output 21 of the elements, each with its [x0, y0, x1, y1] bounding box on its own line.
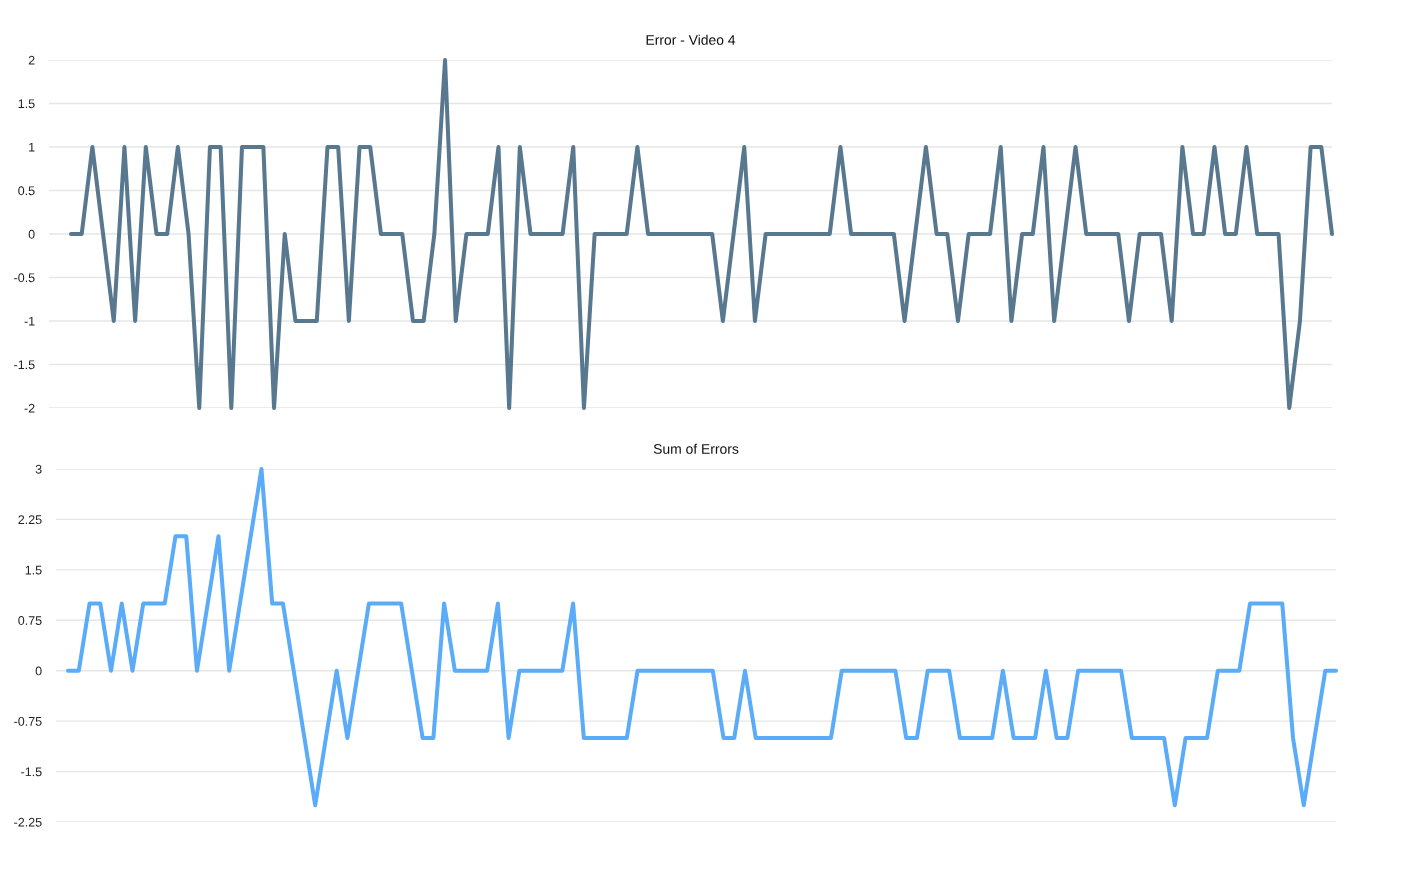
y-tick-label: -0.5 — [14, 273, 35, 283]
y-tick-label: 2 — [28, 55, 35, 65]
y-tick-label: -1.5 — [14, 360, 35, 370]
y-tick-label: -1 — [24, 316, 35, 326]
y-tick-label: 1.5 — [25, 565, 42, 575]
y-tick-label: 3 — [35, 464, 42, 474]
y-tick-label: -2 — [24, 403, 35, 413]
chart-title: Error - Video 4 — [646, 34, 736, 45]
y-tick-label: 1 — [29, 142, 35, 152]
line-series — [66, 466, 1339, 808]
y-tick-label: -0.75 — [14, 716, 42, 726]
y-tick-label: 0 — [28, 229, 35, 239]
y-tick-label: 0.5 — [18, 186, 35, 196]
y-tick-label: 2.25 — [18, 515, 42, 525]
y-tick-label: 0 — [35, 666, 42, 676]
y-tick-label: -2.25 — [14, 817, 42, 827]
y-tick-label: 1.5 — [18, 99, 35, 109]
chart-title: Sum of Errors — [653, 443, 739, 454]
y-tick-label: -1.5 — [21, 767, 42, 777]
line-series — [68, 57, 1335, 411]
y-tick-label: 0.75 — [18, 616, 42, 625]
